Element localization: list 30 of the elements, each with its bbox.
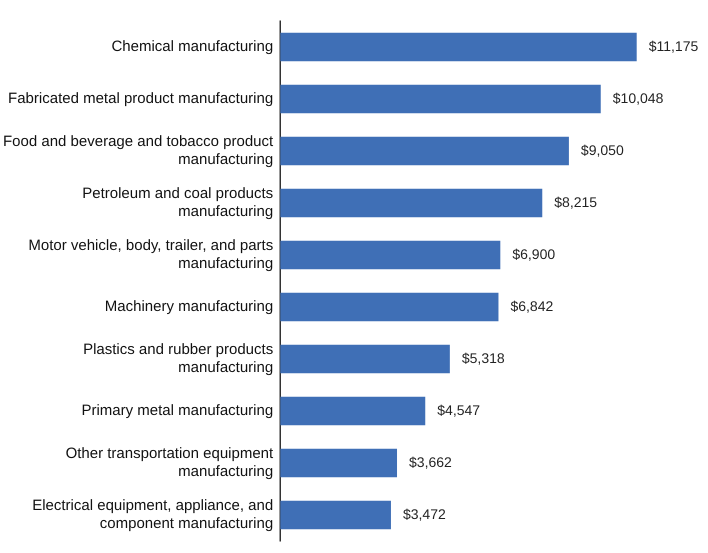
data-label: $11,175 [648, 38, 698, 54]
bar [280, 292, 498, 322]
data-label: $9,050 [580, 142, 624, 158]
data-label: $8,215 [554, 194, 598, 210]
bar [280, 344, 450, 374]
data-label: $10,048 [612, 90, 664, 106]
y-tick-label: Plastics and rubber products manufacturing [83, 341, 274, 376]
y-tick-label: Electrical equipment, appliance, and component manufacturing [32, 497, 274, 532]
y-tick-label: Fabricated metal product manufacturing [8, 90, 274, 108]
bar [280, 500, 391, 530]
data-label: $3,472 [402, 506, 446, 522]
data-label: $4,547 [437, 402, 480, 418]
data-label: $3,662 [409, 454, 452, 470]
bar [280, 188, 542, 218]
data-label: $6,842 [510, 298, 554, 314]
bar [280, 32, 637, 62]
bar [280, 136, 569, 166]
bar [280, 396, 426, 426]
data-label: $6,900 [512, 246, 556, 262]
y-tick-label: Motor vehicle, body, trailer, and parts manufacturing [28, 237, 274, 272]
bar [280, 240, 500, 270]
y-tick-label: Food and beverage and tobacco product manufacturing [2, 133, 274, 168]
y-tick-label: Petroleum and coal products manufacturing [82, 185, 274, 220]
y-tick-label: Chemical manufacturing [111, 38, 274, 56]
bar [280, 448, 398, 478]
bar [280, 84, 601, 114]
y-tick-label: Primary metal manufacturing [81, 402, 274, 420]
y-tick-label: Other transportation equipment manufacturing [66, 445, 274, 480]
data-label: $5,318 [462, 350, 505, 366]
y-tick-label: Machinery manufacturing [104, 298, 274, 316]
